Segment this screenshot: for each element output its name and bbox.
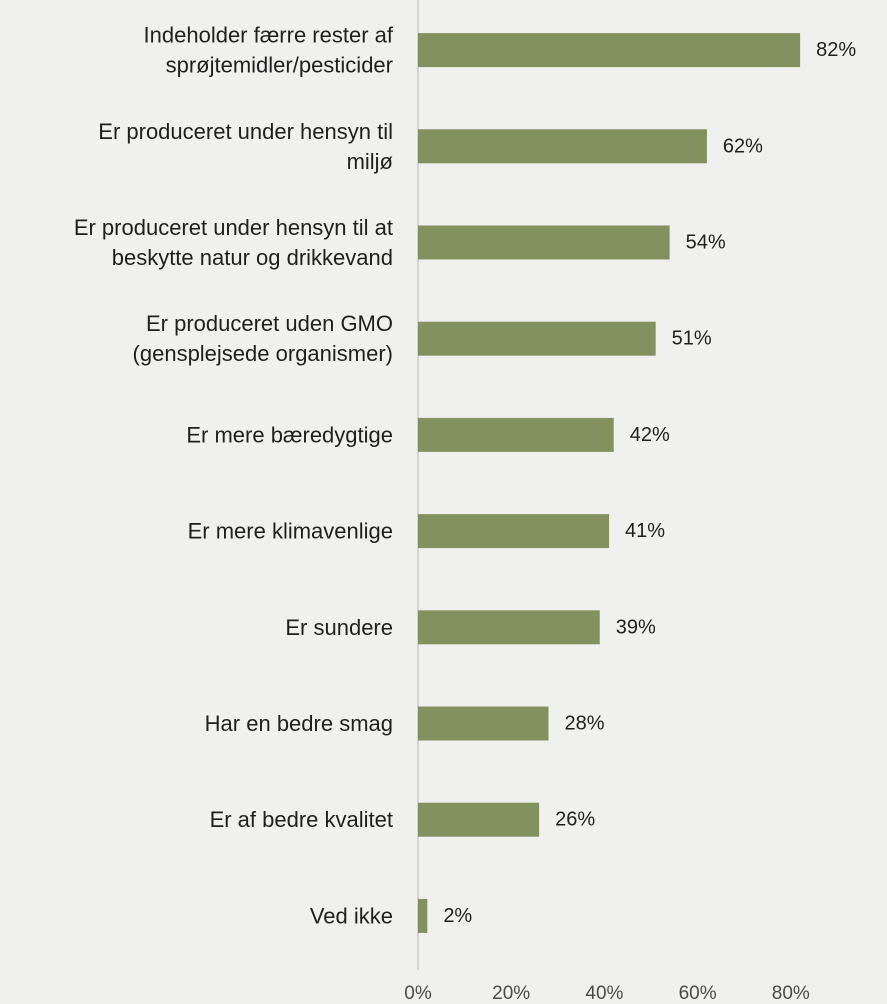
value-label-6: 39% xyxy=(616,616,656,638)
category-label-1-line-0: Er produceret under hensyn til xyxy=(98,119,393,144)
x-tick-label-3: 60% xyxy=(679,983,717,1004)
category-label-8-line-0: Er af bedre kvalitet xyxy=(210,807,393,832)
bar-8 xyxy=(418,802,540,837)
value-label-4: 42% xyxy=(630,424,670,446)
x-tick-label-2: 40% xyxy=(585,983,623,1004)
value-label-0: 82% xyxy=(816,39,856,61)
category-label-3-line-0: Er produceret uden GMO xyxy=(146,311,393,336)
category-label-4-line-0: Er mere bæredygtige xyxy=(186,422,393,447)
category-labels-group: Indeholder færre rester af sprøjtemidler/… xyxy=(74,23,394,929)
category-label-6-line-0: Er sundere xyxy=(285,615,393,640)
category-label-2-line-1: beskytte natur og drikkevand xyxy=(112,245,393,270)
category-label-5-line-0: Er mere klimavenlige xyxy=(188,519,393,544)
x-tick-label-1: 20% xyxy=(492,983,530,1004)
category-label-0-line-1: sprøjtemidler/pesticider xyxy=(166,53,393,78)
value-label-1: 62% xyxy=(723,135,763,157)
value-labels-group: 82% 62% 54% 51% 42% 41% 39% 28% 26% 2% xyxy=(443,39,856,927)
value-label-5: 41% xyxy=(625,520,665,542)
bar-0 xyxy=(418,33,801,68)
category-label-0-line-0: Indeholder færre rester af xyxy=(144,23,394,48)
value-label-3: 51% xyxy=(672,328,712,350)
bar-9 xyxy=(418,898,428,933)
category-label-1-line-1: miljø xyxy=(347,149,393,174)
bars-group xyxy=(418,33,801,933)
bar-7 xyxy=(418,706,549,741)
bar-3 xyxy=(418,321,656,356)
category-label-2-line-0: Er produceret under hensyn til at xyxy=(74,215,393,240)
category-label-7-line-0: Har en bedre smag xyxy=(205,711,393,736)
x-tick-labels-group: 0% 20% 40% 60% 80% xyxy=(404,983,810,1004)
x-tick-label-0: 0% xyxy=(404,983,432,1004)
category-label-3-line-1: (gensplejsede organismer) xyxy=(133,341,393,366)
value-label-2: 54% xyxy=(686,232,726,254)
value-label-9: 2% xyxy=(443,905,472,927)
x-tick-label-4: 80% xyxy=(772,983,810,1004)
bar-5 xyxy=(418,514,610,549)
value-label-7: 28% xyxy=(564,713,604,735)
value-label-8: 26% xyxy=(555,809,595,831)
bar-6 xyxy=(418,610,600,645)
bar-1 xyxy=(418,129,707,164)
bar-4 xyxy=(418,417,614,452)
category-label-9-line-0: Ved ikke xyxy=(310,903,393,928)
bar-2 xyxy=(418,225,670,260)
